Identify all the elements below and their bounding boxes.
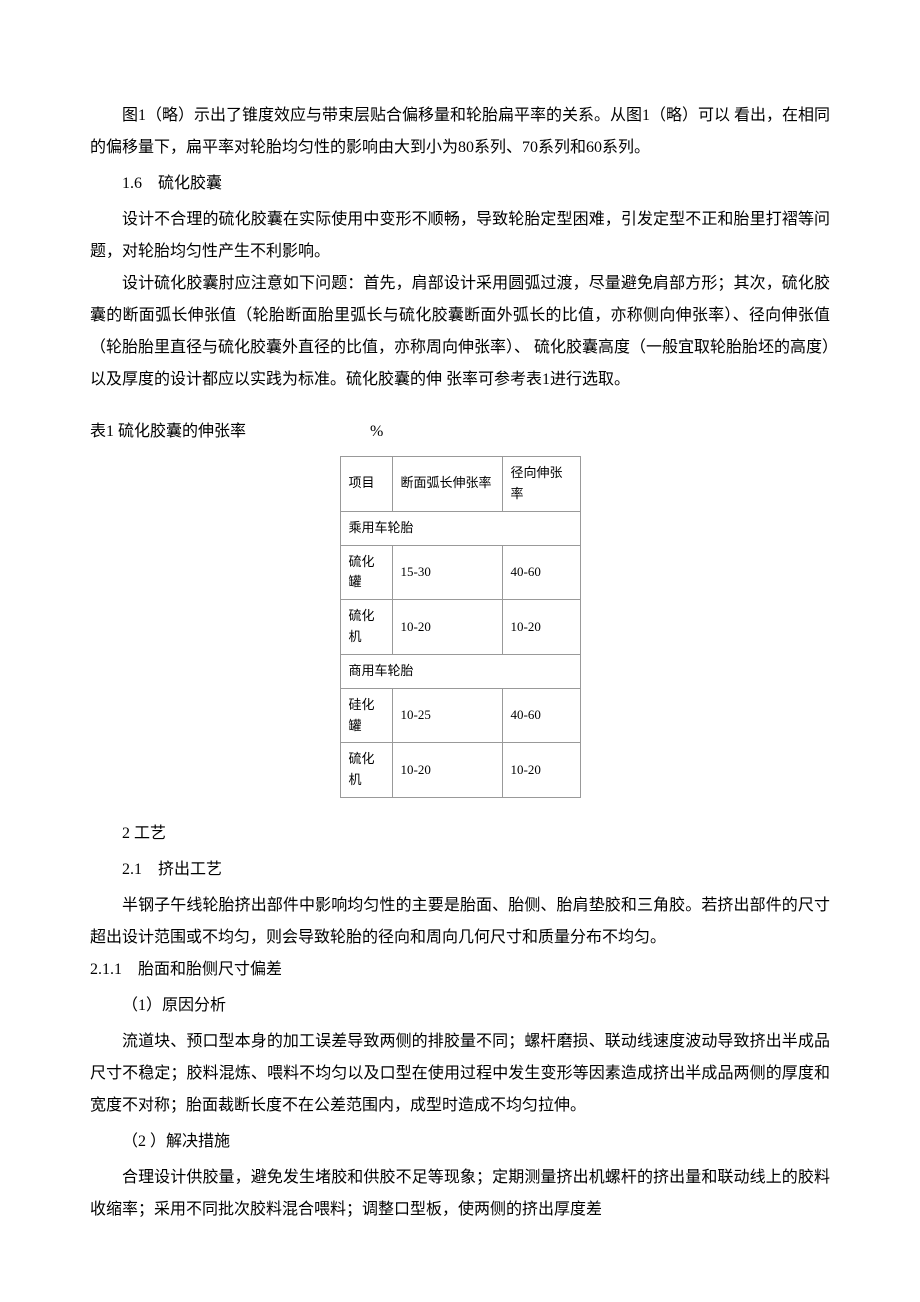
table1-group-passenger-label: 乘用车轮胎 bbox=[340, 511, 580, 545]
solution-label: （2 ）解决措施 bbox=[90, 1126, 830, 1158]
paragraph-cause-analysis: 流道块、预口型本身的加工误差导致两侧的排胶量不同；螺杆磨损、联动线速度波动导致挤… bbox=[90, 1026, 830, 1122]
table1-cell-radial: 10-20 bbox=[502, 600, 580, 655]
table1-cell-section: 10-20 bbox=[392, 743, 502, 798]
table1-group-passenger: 乘用车轮胎 bbox=[340, 511, 580, 545]
table1-cell-section: 10-25 bbox=[392, 688, 502, 743]
table1-col-item: 项目 bbox=[340, 457, 392, 512]
table1-title: 表1 硫化胶囊的伸张率 bbox=[90, 423, 246, 440]
paragraph-fig1: 图1（略）示出了锥度效应与带束层贴合偏移量和轮胎扁平率的关系。从图1（略）可以 … bbox=[90, 100, 830, 164]
table-row: 硫化机 10-20 10-20 bbox=[340, 600, 580, 655]
table1-cell-item: 硅化罐 bbox=[340, 688, 392, 743]
table-row: 硅化罐 10-25 40-60 bbox=[340, 688, 580, 743]
table1-cell-item: 硫化机 bbox=[340, 743, 392, 798]
table1-title-line: 表1 硫化胶囊的伸张率 % bbox=[90, 416, 830, 448]
table1-cell-section: 15-30 bbox=[392, 545, 502, 600]
table-row: 硫化罐 15-30 40-60 bbox=[340, 545, 580, 600]
table1-wrapper: 项目 断面弧长伸张率 径向伸张率 乘用车轮胎 硫化罐 15-30 40-60 硫… bbox=[90, 456, 830, 798]
paragraph-bladder-design-2: 设计硫化胶囊肘应注意如下问题：首先，肩部设计采用圆弧过渡，尽量避免肩部方形；其次… bbox=[90, 268, 830, 396]
table-row: 硫化机 10-20 10-20 bbox=[340, 743, 580, 798]
table1-header-row: 项目 断面弧长伸张率 径向伸张率 bbox=[340, 457, 580, 512]
table1: 项目 断面弧长伸张率 径向伸张率 乘用车轮胎 硫化罐 15-30 40-60 硫… bbox=[340, 456, 581, 798]
table1-unit: % bbox=[370, 416, 383, 448]
table1-cell-item: 硫化机 bbox=[340, 600, 392, 655]
table1-col-section: 断面弧长伸张率 bbox=[392, 457, 502, 512]
paragraph-extrusion-intro: 半钢子午线轮胎挤出部件中影响均匀性的主要是胎面、胎侧、胎肩垫胶和三角胶。若挤出部… bbox=[90, 890, 830, 954]
table1-cell-radial: 40-60 bbox=[502, 688, 580, 743]
cause-analysis-label: （1）原因分析 bbox=[90, 990, 830, 1022]
table1-group-commercial-label: 商用车轮胎 bbox=[340, 654, 580, 688]
table1-cell-radial: 40-60 bbox=[502, 545, 580, 600]
table1-cell-radial: 10-20 bbox=[502, 743, 580, 798]
table1-cell-section: 10-20 bbox=[392, 600, 502, 655]
table1-col-radial: 径向伸张率 bbox=[502, 457, 580, 512]
paragraph-solution: 合理设计供胶量，避免发生堵胶和供胶不足等现象；定期测量挤出机螺杆的挤出量和联动线… bbox=[90, 1162, 830, 1226]
table1-cell-item: 硫化罐 bbox=[340, 545, 392, 600]
table1-group-commercial: 商用车轮胎 bbox=[340, 654, 580, 688]
section-2-heading: 2 工艺 bbox=[90, 818, 830, 850]
section-1-6-heading: 1.6 硫化胶囊 bbox=[90, 168, 830, 200]
section-2-1-1-heading: 2.1.1 胎面和胎侧尺寸偏差 bbox=[90, 954, 830, 986]
section-2-1-heading: 2.1 挤出工艺 bbox=[90, 854, 830, 886]
paragraph-bladder-design-1: 设计不合理的硫化胶囊在实际使用中变形不顺畅，导致轮胎定型困难，引发定型不正和胎里… bbox=[90, 204, 830, 268]
